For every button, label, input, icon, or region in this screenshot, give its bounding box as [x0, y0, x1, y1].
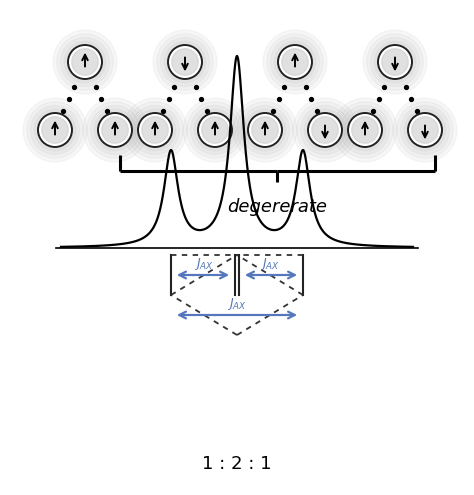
Circle shape	[297, 102, 353, 158]
Circle shape	[378, 45, 412, 79]
Circle shape	[301, 105, 349, 154]
Circle shape	[168, 45, 202, 79]
Circle shape	[367, 34, 423, 90]
Text: 1 : 2 : 1: 1 : 2 : 1	[202, 455, 272, 473]
Circle shape	[91, 105, 139, 154]
Circle shape	[142, 117, 168, 143]
Circle shape	[202, 117, 228, 143]
Circle shape	[23, 98, 87, 162]
Circle shape	[312, 117, 338, 143]
Circle shape	[248, 113, 282, 147]
Circle shape	[371, 38, 419, 87]
Circle shape	[30, 105, 80, 154]
Text: $J_{AX}$: $J_{AX}$	[194, 256, 214, 272]
Circle shape	[123, 98, 187, 162]
Circle shape	[401, 105, 449, 154]
Circle shape	[267, 34, 323, 90]
Circle shape	[363, 30, 427, 94]
Circle shape	[274, 41, 316, 83]
Circle shape	[94, 109, 136, 151]
Circle shape	[304, 109, 346, 151]
Circle shape	[102, 117, 128, 143]
Circle shape	[57, 34, 113, 90]
Circle shape	[34, 109, 76, 151]
Circle shape	[183, 98, 247, 162]
Circle shape	[87, 102, 143, 158]
Circle shape	[282, 49, 308, 75]
Circle shape	[27, 102, 83, 158]
Circle shape	[244, 109, 286, 151]
Text: $J_{AX}$: $J_{AX}$	[227, 296, 247, 312]
Circle shape	[308, 113, 342, 147]
Circle shape	[153, 30, 217, 94]
Circle shape	[130, 105, 180, 154]
Circle shape	[68, 45, 102, 79]
Circle shape	[42, 117, 68, 143]
Circle shape	[98, 113, 132, 147]
Circle shape	[61, 38, 109, 87]
Circle shape	[340, 105, 390, 154]
Circle shape	[374, 41, 416, 83]
Circle shape	[348, 113, 382, 147]
Circle shape	[157, 34, 213, 90]
Circle shape	[187, 102, 243, 158]
Circle shape	[337, 102, 393, 158]
Circle shape	[38, 113, 72, 147]
Circle shape	[72, 49, 98, 75]
Circle shape	[53, 30, 117, 94]
Circle shape	[263, 30, 327, 94]
Circle shape	[172, 49, 198, 75]
Circle shape	[233, 98, 297, 162]
Circle shape	[240, 105, 290, 154]
Circle shape	[333, 98, 397, 162]
Circle shape	[194, 109, 236, 151]
Circle shape	[127, 102, 183, 158]
Circle shape	[191, 105, 239, 154]
Circle shape	[164, 41, 206, 83]
Circle shape	[404, 109, 446, 151]
Circle shape	[83, 98, 147, 162]
Circle shape	[161, 38, 210, 87]
Circle shape	[352, 117, 378, 143]
Circle shape	[138, 113, 172, 147]
Circle shape	[237, 102, 293, 158]
Circle shape	[278, 45, 312, 79]
Circle shape	[134, 109, 176, 151]
Circle shape	[393, 98, 457, 162]
Text: $J_{AX}$: $J_{AX}$	[260, 256, 280, 272]
Circle shape	[271, 38, 319, 87]
Circle shape	[397, 102, 453, 158]
Circle shape	[293, 98, 357, 162]
Circle shape	[64, 41, 106, 83]
Text: degererate: degererate	[228, 198, 328, 216]
Circle shape	[412, 117, 438, 143]
Circle shape	[198, 113, 232, 147]
Circle shape	[252, 117, 278, 143]
Circle shape	[382, 49, 408, 75]
Circle shape	[344, 109, 386, 151]
Circle shape	[408, 113, 442, 147]
